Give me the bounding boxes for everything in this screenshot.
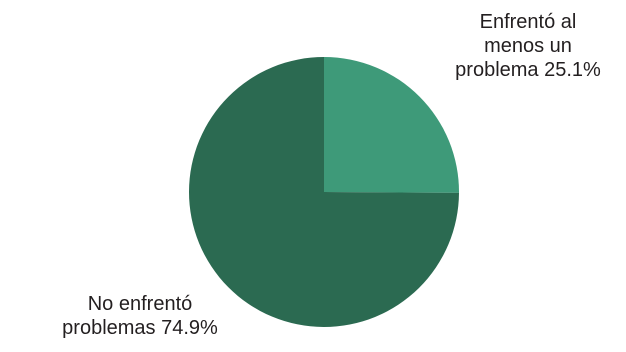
pie-slice-1: [189, 57, 459, 327]
slice-label-line: Enfrentó al: [479, 11, 577, 33]
slice-label-line: problemas 74.9%: [62, 317, 218, 339]
pie-slice-0: [324, 57, 459, 193]
slice-label-line: No enfrentó: [87, 293, 193, 315]
slice-label-line: problema 25.1%: [455, 59, 601, 81]
slice-label-no-enfrento: No enfrentó problemas 74.9%: [20, 292, 260, 340]
slice-label-enfrento-problema: Enfrentó al menos un problema 25.1%: [430, 10, 626, 82]
slice-label-line: menos un: [484, 35, 572, 57]
pie-slices: [189, 57, 459, 327]
